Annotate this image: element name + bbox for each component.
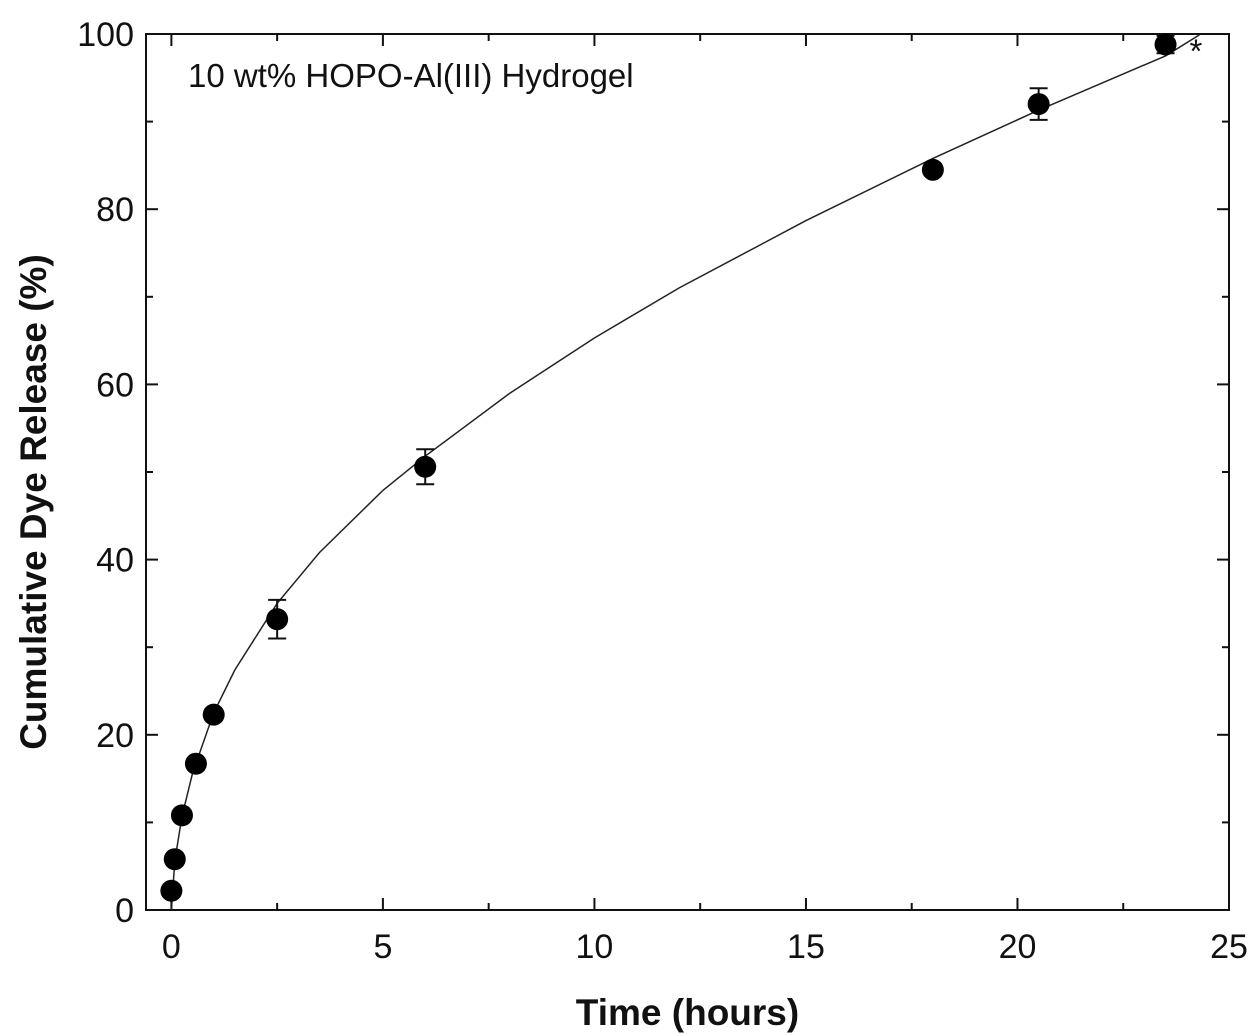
data-point bbox=[266, 608, 289, 631]
chart-annotation: 10 wt% HOPO-Al(III) Hydrogel bbox=[188, 57, 634, 94]
error-bars bbox=[268, 34, 1175, 640]
y-tick-label: 100 bbox=[77, 16, 134, 54]
data-points bbox=[160, 33, 1177, 902]
data-point bbox=[1154, 33, 1177, 56]
y-tick-label: 20 bbox=[96, 717, 134, 755]
axis-ticks bbox=[146, 33, 1230, 911]
data-point bbox=[1027, 93, 1050, 116]
data-point bbox=[414, 455, 437, 478]
plot-frame bbox=[145, 33, 1230, 911]
y-axis-title: Cumulative Dye Release (%) bbox=[13, 254, 54, 750]
x-tick-label: 20 bbox=[999, 928, 1037, 966]
x-tick-label: 5 bbox=[373, 928, 392, 966]
x-axis-title: Time (hours) bbox=[576, 992, 799, 1033]
x-tick-label: 0 bbox=[162, 928, 181, 966]
y-tick-label: 0 bbox=[115, 892, 134, 930]
data-point bbox=[160, 879, 183, 902]
axis-tick-labels: 0 5 10 15 20 25 0 20 40 60 80 100 bbox=[77, 16, 1248, 966]
x-tick-label: 25 bbox=[1210, 928, 1248, 966]
data-point bbox=[921, 158, 944, 181]
x-tick-label: 15 bbox=[787, 928, 825, 966]
data-point bbox=[202, 703, 225, 726]
fit-curve bbox=[170, 34, 1200, 911]
data-point bbox=[170, 804, 193, 827]
data-point bbox=[163, 848, 186, 871]
y-tick-label: 60 bbox=[96, 366, 134, 404]
data-point bbox=[184, 752, 207, 775]
x-tick-label: 10 bbox=[576, 928, 614, 966]
y-tick-label: 40 bbox=[96, 542, 134, 580]
marker-note: * bbox=[1190, 33, 1203, 70]
y-tick-label: 80 bbox=[96, 191, 134, 229]
